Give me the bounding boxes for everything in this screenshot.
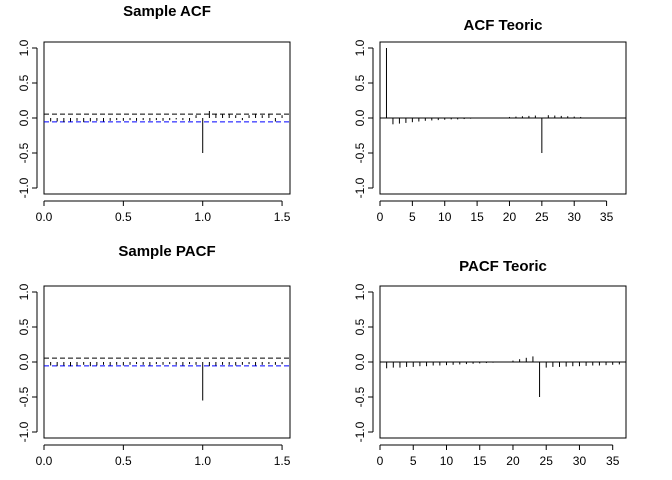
acf-teoric-y-tick-label: -1.0: [353, 177, 367, 198]
acf-teoric-x-tick-label: 15: [470, 210, 484, 224]
sample-acf-x-tick-label: 1.0: [194, 210, 211, 224]
pacf-teoric-y-tick-label: -1.0: [353, 421, 367, 442]
pacf-teoric-x-tick-label: 5: [410, 454, 417, 468]
pacf-teoric-x-tick-label: 10: [440, 454, 454, 468]
sample-acf-x-tick-label: 0.0: [36, 210, 53, 224]
pacf-teoric-x-tick-label: 15: [473, 454, 487, 468]
sample-pacf-plot-frame: [43, 285, 291, 439]
pacf-teoric-chart: PACF Teoric 0 5 10 15 20 25 30 35 -1.0 -0.5 0.0 0.5 1…: [353, 258, 627, 468]
sample-pacf-x-tick-label: 0.0: [36, 454, 53, 468]
acf-teoric-x-tick-label: 10: [438, 210, 452, 224]
acf-teoric-x-tick-label: 0: [377, 210, 384, 224]
acf-teoric-chart: ACF Teoric 0 5 10 15 20 25 30 35 -1.0 -0.5 0.0 0.5 1.…: [353, 17, 627, 224]
pacf-teoric-y-tick-label: 0.0: [353, 353, 367, 370]
pacf-teoric-title: PACF Teoric: [459, 258, 547, 275]
pacf-teoric-y-tick-label: -0.5: [353, 386, 367, 407]
sample-pacf-title: Sample PACF: [118, 243, 215, 260]
pacf-teoric-x-tick-label: 30: [573, 454, 587, 468]
sample-acf-x-tick-label: 1.5: [274, 210, 291, 224]
sample-pacf-y-tick-label: -1.0: [17, 421, 31, 442]
pacf-teoric-x-tick-label: 35: [606, 454, 620, 468]
acf-teoric-x-tick-label: 5: [409, 210, 416, 224]
pacf-teoric-y-tick-label: 0.5: [353, 318, 367, 335]
acf-teoric-y-tick-label: -0.5: [353, 142, 367, 163]
sample-pacf-chart: Sample PACF 0.0 0.5 1.0 1.5 -1.0 -0.5 0.0 0.5 1.0: [17, 243, 291, 468]
sample-acf-x-tick-label: 0.5: [115, 210, 132, 224]
acf-teoric-x-tick-label: 25: [535, 210, 549, 224]
acf-teoric-y-tick-label: 0.5: [353, 74, 367, 91]
acf-teoric-title: ACF Teoric: [464, 17, 543, 34]
pacf-teoric-y-tick-label: 1.0: [353, 283, 367, 300]
acf-teoric-x-tick-label: 30: [568, 210, 582, 224]
sample-acf-title: Sample ACF: [123, 3, 211, 20]
sample-pacf-y-tick-label: 0.5: [17, 318, 31, 335]
sample-acf-y-tick-label: 1.0: [17, 39, 31, 56]
acf-teoric-y-tick-label: 0.0: [353, 109, 367, 126]
acf-teoric-y-tick-label: 1.0: [353, 39, 367, 56]
sample-acf-plot-frame: [43, 41, 291, 195]
acf-teoric-x-tick-label: 20: [503, 210, 517, 224]
sample-pacf-y-tick-label: -0.5: [17, 386, 31, 407]
sample-pacf-y-tick-label: 1.0: [17, 283, 31, 300]
sample-acf-y-tick-label: 0.5: [17, 74, 31, 91]
sample-pacf-x-tick-label: 1.0: [194, 454, 211, 468]
sample-acf-y-tick-label: 0.0: [17, 109, 31, 126]
pacf-teoric-x-tick-label: 20: [506, 454, 520, 468]
sample-pacf-x-tick-label: 1.5: [274, 454, 291, 468]
sample-pacf-y-tick-label: 0.0: [17, 353, 31, 370]
sample-acf-chart: Sample ACF 0.0 0.5 1.0 1.5 -1.0 -0.5 0.0 0.5 1.0: [17, 3, 291, 224]
acf-teoric-x-tick-label: 35: [600, 210, 614, 224]
pacf-teoric-x-tick-label: 0: [377, 454, 384, 468]
sample-pacf-x-tick-label: 0.5: [115, 454, 132, 468]
sample-acf-y-tick-label: -1.0: [17, 177, 31, 198]
sample-acf-y-tick-label: -0.5: [17, 142, 31, 163]
pacf-teoric-x-tick-label: 25: [540, 454, 554, 468]
